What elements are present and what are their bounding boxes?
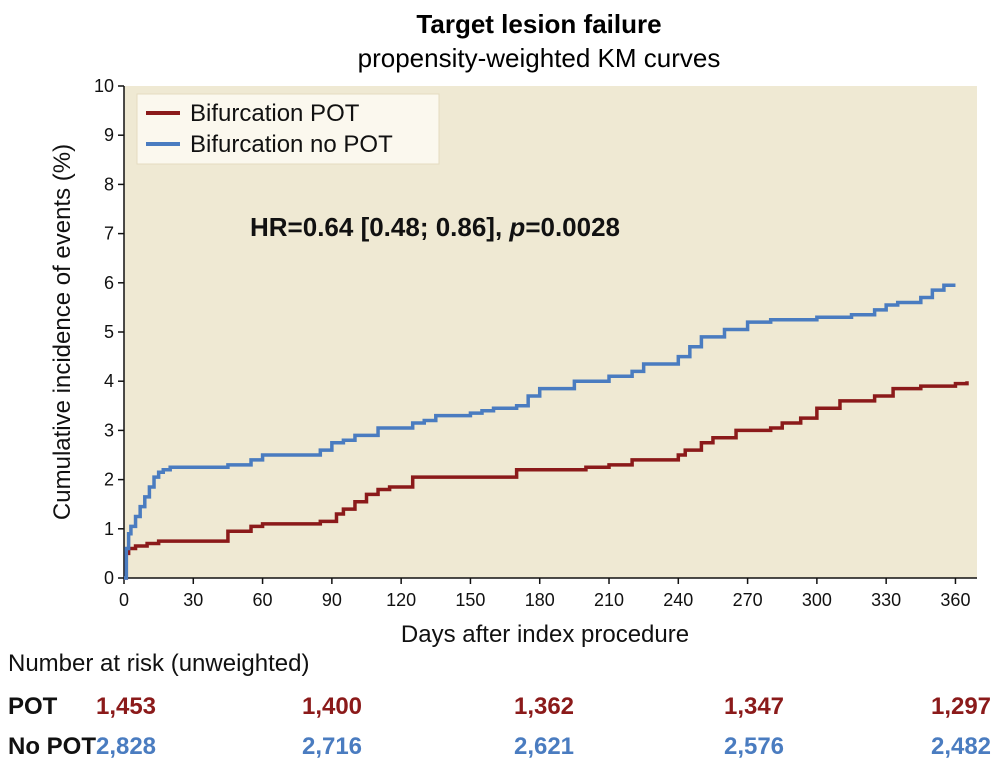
risk-table-title: Number at risk (unweighted) (8, 650, 310, 677)
x-tick-label: 240 (663, 590, 693, 610)
legend: Bifurcation POT Bifurcation no POT (136, 93, 440, 165)
chart-subtitle: propensity-weighted KM curves (358, 43, 721, 73)
risk-row-label-no-pot: No POT (8, 733, 96, 760)
y-tick-label: 8 (104, 174, 114, 194)
y-tick-label: 7 (104, 224, 114, 244)
x-tick-label: 210 (594, 590, 624, 610)
y-tick-label: 3 (104, 420, 114, 440)
y-axis: 0 1 2 3 4 5 6 7 8 9 10 (94, 76, 124, 588)
x-tick-label: 30 (183, 590, 203, 610)
x-tick-label: 0 (119, 590, 129, 610)
hazard-ratio-annotation: HR=0.64 [0.48; 0.86], p=0.0028 (250, 212, 620, 242)
risk-value-no-pot: 2,621 (513, 733, 575, 760)
hr-p-value: =0.0028 (525, 212, 620, 242)
legend-box (136, 93, 440, 165)
x-tick-label: 60 (253, 590, 273, 610)
legend-label-pot: Bifurcation POT (190, 100, 360, 127)
x-tick-label: 90 (322, 590, 342, 610)
risk-value-pot: 1,453 (95, 693, 157, 720)
y-axis-label: Cumulative incidence of events (%) (49, 144, 76, 520)
risk-row-label-pot: POT (8, 693, 58, 720)
risk-value-pot: 1,362 (513, 693, 575, 720)
series-line-no-pot (124, 283, 956, 580)
x-tick-label: 330 (871, 590, 901, 610)
hr-p-symbol: p (508, 212, 525, 242)
risk-value-pot: 1,347 (723, 693, 785, 720)
y-tick-label: 6 (104, 273, 114, 293)
x-tick-label: 300 (802, 590, 832, 610)
risk-value-no-pot: 2,716 (301, 733, 363, 760)
y-tick-label: 10 (94, 76, 114, 96)
risk-value-no-pot: 2,576 (723, 733, 785, 760)
risk-value-no-pot: 2,828 (95, 733, 157, 760)
plot-area (124, 86, 977, 578)
chart-title: Target lesion failure (416, 9, 661, 39)
risk-value-pot: 1,297 (930, 693, 992, 720)
hr-prefix: HR=0.64 [0.48; 0.86], (250, 212, 509, 242)
x-tick-label: 180 (525, 590, 555, 610)
series-line-pot (124, 381, 969, 580)
x-tick-label: 150 (455, 590, 485, 610)
x-axis: 0 30 60 90 120 150 180 210 240 270 300 330 360 (119, 578, 970, 610)
x-tick-label: 120 (386, 590, 416, 610)
y-tick-label: 1 (104, 519, 114, 539)
x-axis-label: Days after index procedure (401, 621, 689, 648)
x-tick-label: 360 (940, 590, 970, 610)
y-tick-label: 4 (104, 371, 114, 391)
y-tick-label: 9 (104, 125, 114, 145)
y-tick-label: 2 (104, 470, 114, 490)
risk-value-no-pot: 2,482 (930, 733, 992, 760)
y-tick-label: 5 (104, 322, 114, 342)
risk-value-pot: 1,400 (301, 693, 363, 720)
x-tick-label: 270 (733, 590, 763, 610)
legend-label-no-pot: Bifurcation no POT (190, 131, 393, 158)
y-tick-label: 0 (104, 568, 114, 588)
